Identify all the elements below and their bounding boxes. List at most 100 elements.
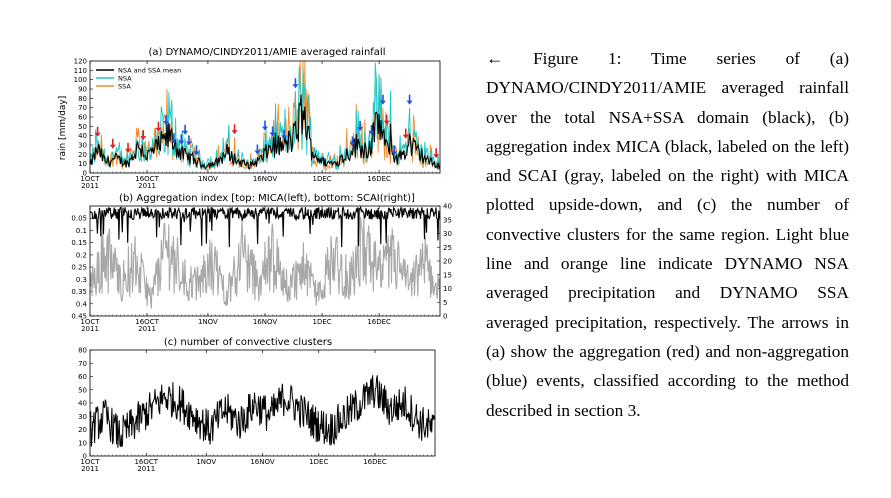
- x-tick-sublabel: 2011: [138, 182, 156, 190]
- y-right-tick-label: 5: [443, 299, 447, 307]
- aggregation-arrow-head: [125, 148, 132, 153]
- y-right-tick-label: 10: [443, 285, 452, 293]
- x-tick-label: 1NOV: [198, 175, 218, 183]
- panel-c-frame: [89, 349, 436, 457]
- x-tick-label: 1NOV: [198, 318, 218, 326]
- y-tick-label: 0: [83, 170, 87, 178]
- y-tick-label: 90: [78, 86, 87, 94]
- aggregation-arrow-head: [231, 130, 238, 135]
- y-tick-label: 40: [78, 400, 87, 408]
- y-tick-label: 10: [78, 160, 87, 168]
- y-left-tick-label: 0.45: [71, 313, 87, 321]
- y-tick-label: 80: [78, 95, 87, 103]
- x-tick-sublabel: 2011: [81, 325, 99, 333]
- nonaggregation-arrow-head: [254, 150, 261, 155]
- x-tick-label: 16DEC: [363, 458, 387, 466]
- aggregation-arrow-head: [433, 154, 440, 159]
- caption-arrow: ←: [486, 49, 504, 68]
- y-right-tick-label: 35: [443, 216, 452, 224]
- x-tick-label: 16OCT: [134, 458, 158, 466]
- series-clusters: [89, 375, 436, 448]
- x-tick-label: 16NOV: [253, 318, 278, 326]
- legend-label: SSA: [118, 83, 131, 91]
- y-left-tick-label: 0.25: [71, 264, 87, 272]
- y-tick-label: 30: [78, 142, 87, 150]
- x-tick-label: 1OCT: [80, 175, 100, 183]
- caption-text: Figure 1: Time series of (a) DYNAMO/CIND…: [486, 49, 849, 420]
- legend-label: NSA and SSA mean: [118, 67, 181, 75]
- y-tick-label: 80: [78, 347, 87, 355]
- aggregation-arrow-head: [155, 127, 162, 132]
- aggregation-arrow-head: [109, 144, 116, 149]
- y-tick-label: 10: [78, 439, 87, 447]
- y-right-tick-label: 15: [443, 271, 452, 279]
- x-tick-label: 1DEC: [312, 175, 331, 183]
- figure-caption: ← Figure 1: Time series of (a) DYNAMO/CI…: [486, 44, 849, 425]
- aggregation-arrow-head: [402, 134, 409, 139]
- panel-c-title: (c) number of convective clusters: [164, 337, 332, 348]
- legend-label: NSA: [118, 75, 132, 83]
- y-tick-label: 0: [83, 453, 87, 461]
- nonaggregation-arrow-head: [406, 100, 413, 105]
- y-right-tick-label: 40: [443, 203, 452, 211]
- y-left-tick-label: 0.35: [71, 288, 87, 296]
- aggregation-arrow-head: [94, 132, 101, 137]
- panel-a-frame: [89, 60, 441, 174]
- panel-a-ylabel: rain [mm/day]: [58, 96, 68, 160]
- x-tick-label: 16DEC: [367, 175, 391, 183]
- nonaggregation-arrow-head: [178, 140, 185, 145]
- nonaggregation-arrow-head: [379, 100, 386, 105]
- y-tick-label: 100: [74, 76, 87, 84]
- y-tick-label: 20: [78, 151, 87, 159]
- x-tick-label: 1OCT: [80, 318, 100, 326]
- y-tick-label: 60: [78, 114, 87, 122]
- y-right-tick-label: 0: [443, 313, 447, 321]
- panel-b-frame: [89, 205, 441, 317]
- nonaggregation-arrow-head: [281, 135, 288, 140]
- series-mica: [89, 205, 441, 248]
- y-right-tick-label: 20: [443, 258, 452, 266]
- x-tick-label: 16NOV: [250, 458, 275, 466]
- y-right-tick-label: 30: [443, 230, 452, 238]
- y-tick-label: 60: [78, 373, 87, 381]
- x-tick-label: 16DEC: [367, 318, 391, 326]
- y-tick-label: 30: [78, 413, 87, 421]
- y-left-tick-label: 0.4: [76, 300, 88, 308]
- y-tick-label: 70: [78, 360, 87, 368]
- x-tick-label: 16OCT: [135, 318, 159, 326]
- nonaggregation-arrow-head: [163, 121, 170, 126]
- y-left-tick-label: 0.3: [76, 276, 87, 284]
- x-tick-sublabel: 2011: [81, 465, 99, 473]
- panel-a-rainfall: (a) DYNAMO/CINDY2011/AMIE averaged rainf…: [58, 47, 441, 190]
- panel-a-title: (a) DYNAMO/CINDY2011/AMIE averaged rainf…: [149, 47, 386, 58]
- series-mean: [89, 94, 441, 171]
- panel-b-title: (b) Aggregation index [top: MICA(left), …: [119, 193, 415, 204]
- x-tick-sublabel: 2011: [137, 465, 155, 473]
- x-tick-label: 1NOV: [196, 458, 216, 466]
- nonaggregation-arrow-head: [193, 151, 200, 156]
- nonaggregation-arrow-head: [391, 151, 398, 156]
- panel-b-aggregation: (b) Aggregation index [top: MICA(left), …: [71, 193, 452, 333]
- x-tick-sublabel: 2011: [138, 325, 156, 333]
- nonaggregation-arrow-head: [368, 131, 375, 136]
- x-tick-label: 1DEC: [309, 458, 328, 466]
- x-tick-label: 16OCT: [135, 175, 159, 183]
- x-tick-label: 1DEC: [312, 318, 331, 326]
- y-tick-label: 120: [74, 58, 87, 66]
- y-tick-label: 50: [78, 386, 87, 394]
- y-left-tick-label: 0.2: [76, 251, 87, 259]
- nonaggregation-arrow-head: [349, 142, 356, 147]
- series-scai: [89, 211, 441, 309]
- y-tick-label: 40: [78, 132, 87, 140]
- y-left-tick-label: 0.15: [71, 239, 87, 247]
- nonaggregation-arrow-head: [269, 132, 276, 137]
- nonaggregation-arrow-head: [170, 139, 177, 144]
- y-left-tick-label: 0.1: [76, 227, 87, 235]
- panel-c-clusters: (c) number of convective clusters 0 10 20 3…: [78, 337, 436, 473]
- y-left-tick-label: 0.05: [71, 215, 87, 223]
- y-tick-label: 110: [74, 67, 87, 75]
- y-tick-label: 70: [78, 104, 87, 112]
- aggregation-arrow-head: [383, 120, 390, 125]
